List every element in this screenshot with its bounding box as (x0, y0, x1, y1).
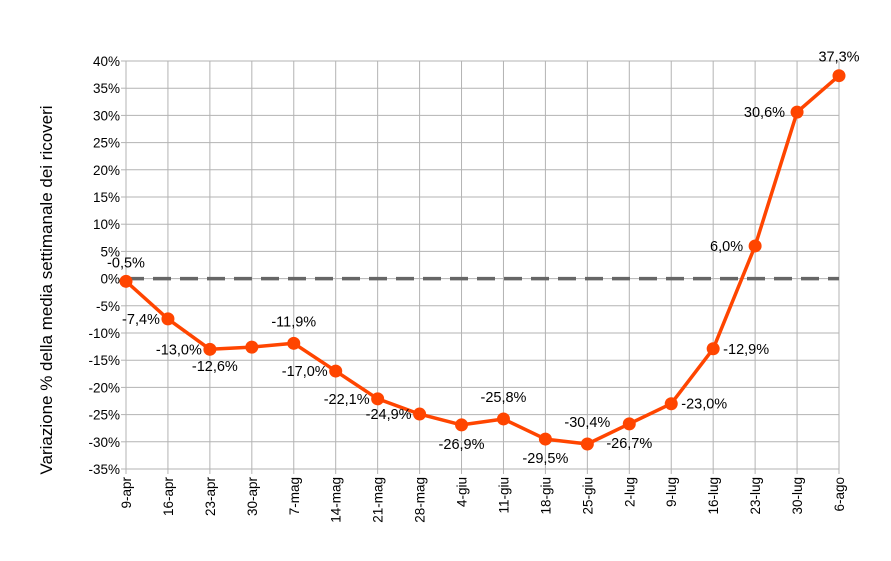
y-tick-label: -10% (88, 326, 120, 341)
data-point (832, 69, 846, 83)
data-point (203, 342, 217, 356)
data-point (413, 407, 427, 421)
x-tick-label: 16-lug (706, 477, 721, 515)
data-point (455, 418, 469, 432)
data-label: 37,3% (818, 50, 859, 66)
data-label: -22,1% (324, 392, 370, 408)
data-label: 6,0% (710, 239, 743, 255)
data-label: -11,9% (271, 314, 316, 330)
data-point (580, 437, 594, 451)
data-points (119, 69, 846, 451)
y-tick-label: 40% (93, 54, 120, 69)
data-point (496, 412, 510, 426)
data-label: -29,5% (522, 451, 568, 467)
y-tick-label: -30% (88, 435, 120, 450)
y-axis-title: Variazione % della media settimanale dei… (37, 105, 56, 474)
data-point (538, 432, 552, 446)
x-tick-label: 23-apr (203, 477, 218, 517)
series-polyline (124, 74, 841, 446)
data-point (622, 417, 636, 431)
y-tick-label: 10% (93, 217, 120, 232)
x-tick-label: 2-lug (622, 477, 637, 507)
series-line (124, 74, 841, 446)
axes (125, 61, 839, 470)
data-label: -26,9% (439, 437, 485, 453)
x-tick-label: 7-mag (287, 477, 302, 515)
data-label: -23,0% (681, 397, 727, 413)
y-axis-ticks: -35% -30% -25% -20% -15% -10% -5% 0% 5% 10% 15% 20%… (88, 54, 126, 477)
x-tick-label: 4-giu (455, 477, 470, 507)
y-tick-label: -20% (88, 380, 120, 395)
y-tick-label: -25% (88, 408, 120, 423)
data-point (664, 397, 678, 411)
x-tick-label: 28-mag (413, 477, 428, 523)
data-point (329, 364, 343, 378)
data-label: -0,5% (107, 255, 145, 271)
x-tick-label: 14-mag (329, 477, 344, 523)
grid-lines (125, 60, 840, 470)
data-point (287, 336, 301, 350)
data-point (161, 312, 175, 326)
data-label: -30,4% (564, 415, 610, 431)
y-tick-label: 5% (100, 244, 120, 259)
data-point (706, 342, 720, 356)
y-tick-label: 25% (93, 136, 120, 151)
y-tick-label: -15% (88, 353, 120, 368)
y-tick-label: 15% (93, 190, 120, 205)
x-tick-label: 9-apr (119, 476, 134, 508)
x-tick-label: 23-lug (748, 477, 763, 515)
x-tick-label: 21-mag (371, 477, 386, 523)
data-point (119, 274, 133, 288)
x-tick-label: 30-apr (245, 477, 260, 517)
data-label: -13,0% (156, 342, 202, 358)
y-tick-label: 0% (100, 272, 120, 287)
y-tick-label: 20% (93, 163, 120, 178)
data-label: -17,0% (282, 364, 328, 380)
y-tick-label: 30% (93, 108, 120, 123)
x-tick-label: 25-giu (580, 477, 595, 515)
data-point (748, 239, 762, 253)
x-tick-label: 16-apr (161, 477, 176, 517)
x-tick-label: 30-lug (790, 477, 805, 515)
data-label: -25,8% (480, 390, 526, 406)
data-label: 30,6% (744, 105, 785, 121)
x-tick-label: 6-ago (832, 477, 847, 512)
data-point (790, 105, 804, 119)
data-label: -7,4% (122, 312, 160, 328)
data-point (371, 392, 385, 406)
y-tick-label: 35% (93, 81, 120, 96)
data-labels: -0,5% -7,4% -13,0%-12,6% -11,9% -17,0% -22,1%… (107, 50, 860, 467)
data-point (245, 340, 259, 354)
data-label: -24,9% (366, 407, 412, 423)
y-tick-label: -5% (96, 299, 120, 314)
x-tick-label: 11-giu (496, 477, 511, 514)
x-tick-label: 18-giu (538, 477, 553, 515)
data-label: -12,9% (723, 342, 769, 358)
data-label: -26,7% (606, 436, 652, 452)
x-tick-label: 9-lug (664, 477, 679, 507)
x-axis-ticks: 9-apr 16-apr 23-apr 30-apr 7-mag 14-mag 21-mag… (119, 469, 847, 523)
data-label: -12,6% (192, 359, 238, 375)
y-tick-label: -35% (88, 462, 120, 477)
